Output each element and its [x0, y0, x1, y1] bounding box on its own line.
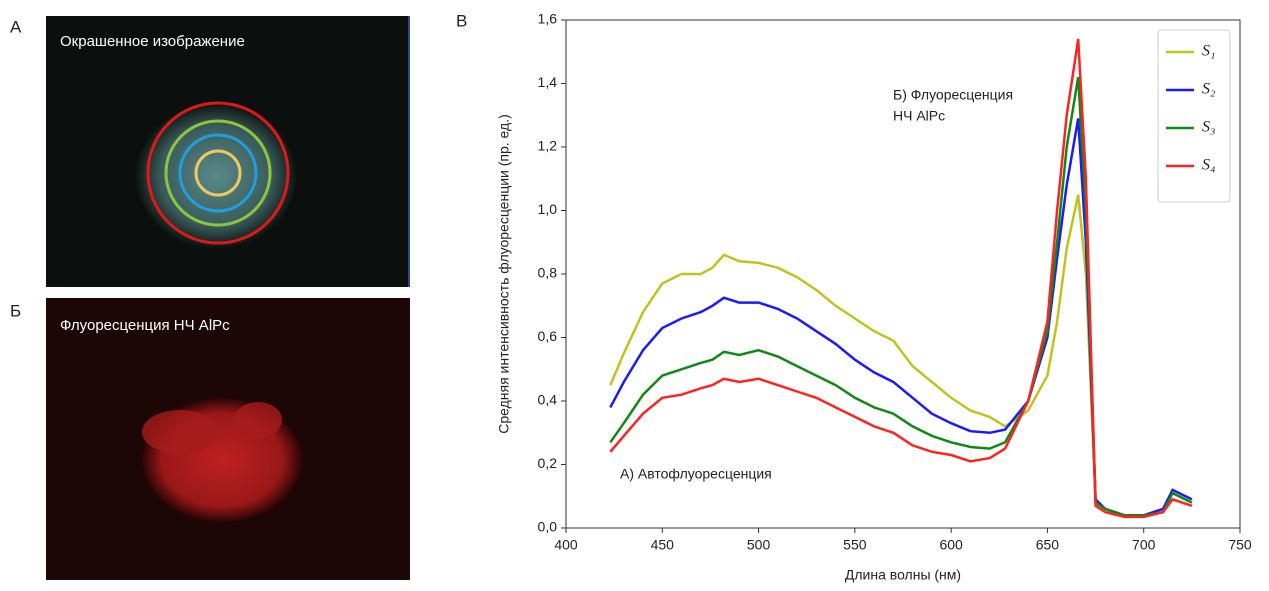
- x-tick-label: 600: [939, 537, 963, 553]
- y-tick-label: 0,0: [538, 519, 558, 535]
- roi-circle: [178, 133, 258, 213]
- legend-label: S₃: [1202, 119, 1216, 136]
- y-tick-label: 0,2: [538, 455, 558, 471]
- image-caption: Флуоресценция НЧ AlPc: [60, 317, 230, 334]
- y-tick-label: 1,6: [538, 11, 558, 27]
- annotation: А) Автофлуоресценция: [620, 466, 772, 482]
- x-tick-label: 700: [1132, 537, 1156, 553]
- annotation: Б) Флуоресценция: [893, 87, 1013, 103]
- cell-cluster: [234, 402, 282, 438]
- legend-label: S₄: [1202, 157, 1216, 174]
- y-tick-label: 0,6: [538, 328, 558, 344]
- roi-circle: [194, 149, 242, 197]
- annotation: НЧ AlPc: [893, 108, 945, 124]
- y-axis-label: Средняя интенсивность флуоресценции (пр.…: [496, 114, 512, 434]
- x-tick-label: 650: [1036, 537, 1060, 553]
- roi-circle: [164, 119, 272, 227]
- image-caption: Окрашенное изображение: [60, 33, 245, 50]
- y-tick-label: 1,0: [538, 201, 558, 217]
- legend-label: S₁: [1202, 43, 1216, 60]
- cell-cluster: [142, 410, 218, 454]
- series-line: [609, 76, 1193, 517]
- x-tick-label: 400: [554, 537, 578, 553]
- x-tick-label: 550: [843, 537, 867, 553]
- x-tick-label: 450: [651, 537, 675, 553]
- series-line: [609, 118, 1193, 517]
- y-tick-label: 0,4: [538, 392, 558, 408]
- panel-label: А: [10, 17, 22, 36]
- y-tick-label: 0,8: [538, 265, 558, 281]
- x-axis-label: Длина волны (нм): [845, 567, 961, 583]
- x-tick-label: 750: [1228, 537, 1252, 553]
- x-tick-label: 500: [747, 537, 771, 553]
- legend-label: S₂: [1202, 81, 1216, 98]
- y-tick-label: 1,2: [538, 138, 558, 154]
- y-tick-label: 1,4: [538, 74, 558, 90]
- panel-label: Б: [10, 301, 21, 320]
- panel-label: В: [456, 11, 467, 30]
- legend-box: [1157, 29, 1231, 203]
- roi-circle: [146, 101, 290, 245]
- series-line: [609, 38, 1193, 519]
